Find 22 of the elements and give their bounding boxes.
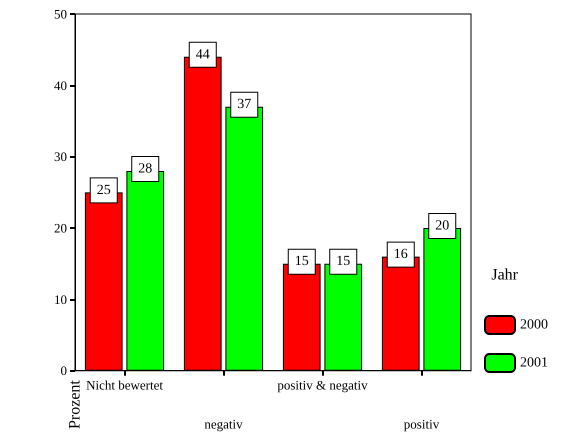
data-label: 25 bbox=[96, 182, 111, 198]
legend-label: 2000 bbox=[520, 318, 548, 332]
data-label: 37 bbox=[237, 97, 252, 112]
y-tick-label: 40 bbox=[54, 78, 67, 93]
legend-title: Jahr bbox=[491, 266, 519, 284]
y-tick-label: 20 bbox=[54, 220, 67, 236]
legend-label: 2001 bbox=[520, 356, 548, 370]
x-tick-label: negativ bbox=[204, 416, 244, 432]
data-label: 15 bbox=[336, 254, 350, 270]
data-label: 15 bbox=[294, 254, 309, 270]
y-tick-label: 10 bbox=[54, 292, 67, 307]
x-tick-label: positiv & negativ bbox=[277, 378, 368, 393]
data-label: 28 bbox=[138, 161, 152, 176]
y-tick-label: 30 bbox=[54, 149, 67, 164]
data-label: 16 bbox=[394, 247, 408, 262]
y-tick-label: 50 bbox=[54, 6, 67, 22]
x-tick-label: positiv bbox=[404, 416, 440, 432]
data-label: 20 bbox=[435, 218, 450, 234]
x-tick-label: Nicht bewertet bbox=[86, 378, 164, 393]
data-label: 44 bbox=[196, 47, 210, 62]
y-axis-title: Prozent bbox=[66, 380, 84, 429]
y-tick-label: 0 bbox=[60, 363, 67, 378]
